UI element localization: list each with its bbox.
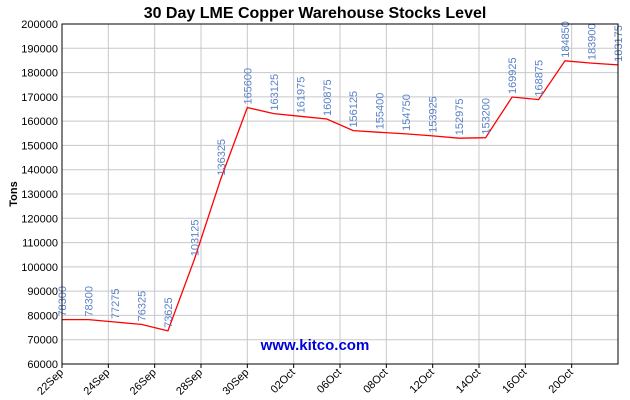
data-label: 156125 [348,91,360,128]
data-label: 78300 [83,286,95,317]
y-axis-label: Tons [8,181,20,206]
series-line [62,60,619,332]
data-label: 73625 [163,297,175,328]
data-label: 183900 [587,23,599,60]
data-labels: 78300 78300 77275 76325 73625 103125 136325 165… [57,21,625,328]
y-tick-label: 100000 [21,262,58,274]
data-label: 160875 [322,79,334,116]
y-tick-label: 120000 [21,213,58,225]
y-tick-label: 200000 [21,19,58,31]
y-tick-label: 190000 [21,43,58,55]
data-label: 163125 [269,74,281,111]
y-tick-label: 80000 [27,310,58,322]
data-label: 165600 [242,68,254,105]
y-axis-ticks: 60000 70000 80000 90000 100000 110000 120000 13… [21,19,58,371]
data-label: 155400 [375,93,387,130]
data-label: 153200 [481,98,493,135]
y-tick-label: 110000 [22,238,58,250]
plot-frame [61,23,619,365]
data-label: 152975 [454,98,466,135]
y-tick-label: 170000 [21,92,58,104]
y-tick-label: 90000 [27,286,58,298]
y-tick-label: 70000 [27,335,58,347]
watermark: www.kitco.com [260,337,370,354]
series [62,60,619,332]
data-label: 77275 [110,288,122,319]
data-label: 103125 [189,220,201,257]
y-tick-label: 130000 [21,189,58,201]
y-tick-label: 150000 [21,140,58,152]
y-tick-label: 60000 [27,359,58,371]
data-label: 184850 [560,21,572,58]
data-label: 78300 [57,286,69,317]
data-label: 154750 [401,94,413,131]
data-label: 76325 [136,291,148,322]
chart-title: 30 Day LME Copper Warehouse Stocks Level [144,5,487,22]
data-label: 168875 [534,60,546,97]
data-label: 161975 [295,77,307,114]
data-label: 153925 [428,96,440,133]
data-label: 136325 [216,139,228,176]
y-tick-label: 160000 [21,116,58,128]
y-tick-label: 140000 [21,165,58,177]
data-label: 169925 [507,57,519,94]
data-label: 183175 [613,25,625,62]
y-tick-label: 180000 [21,68,58,80]
